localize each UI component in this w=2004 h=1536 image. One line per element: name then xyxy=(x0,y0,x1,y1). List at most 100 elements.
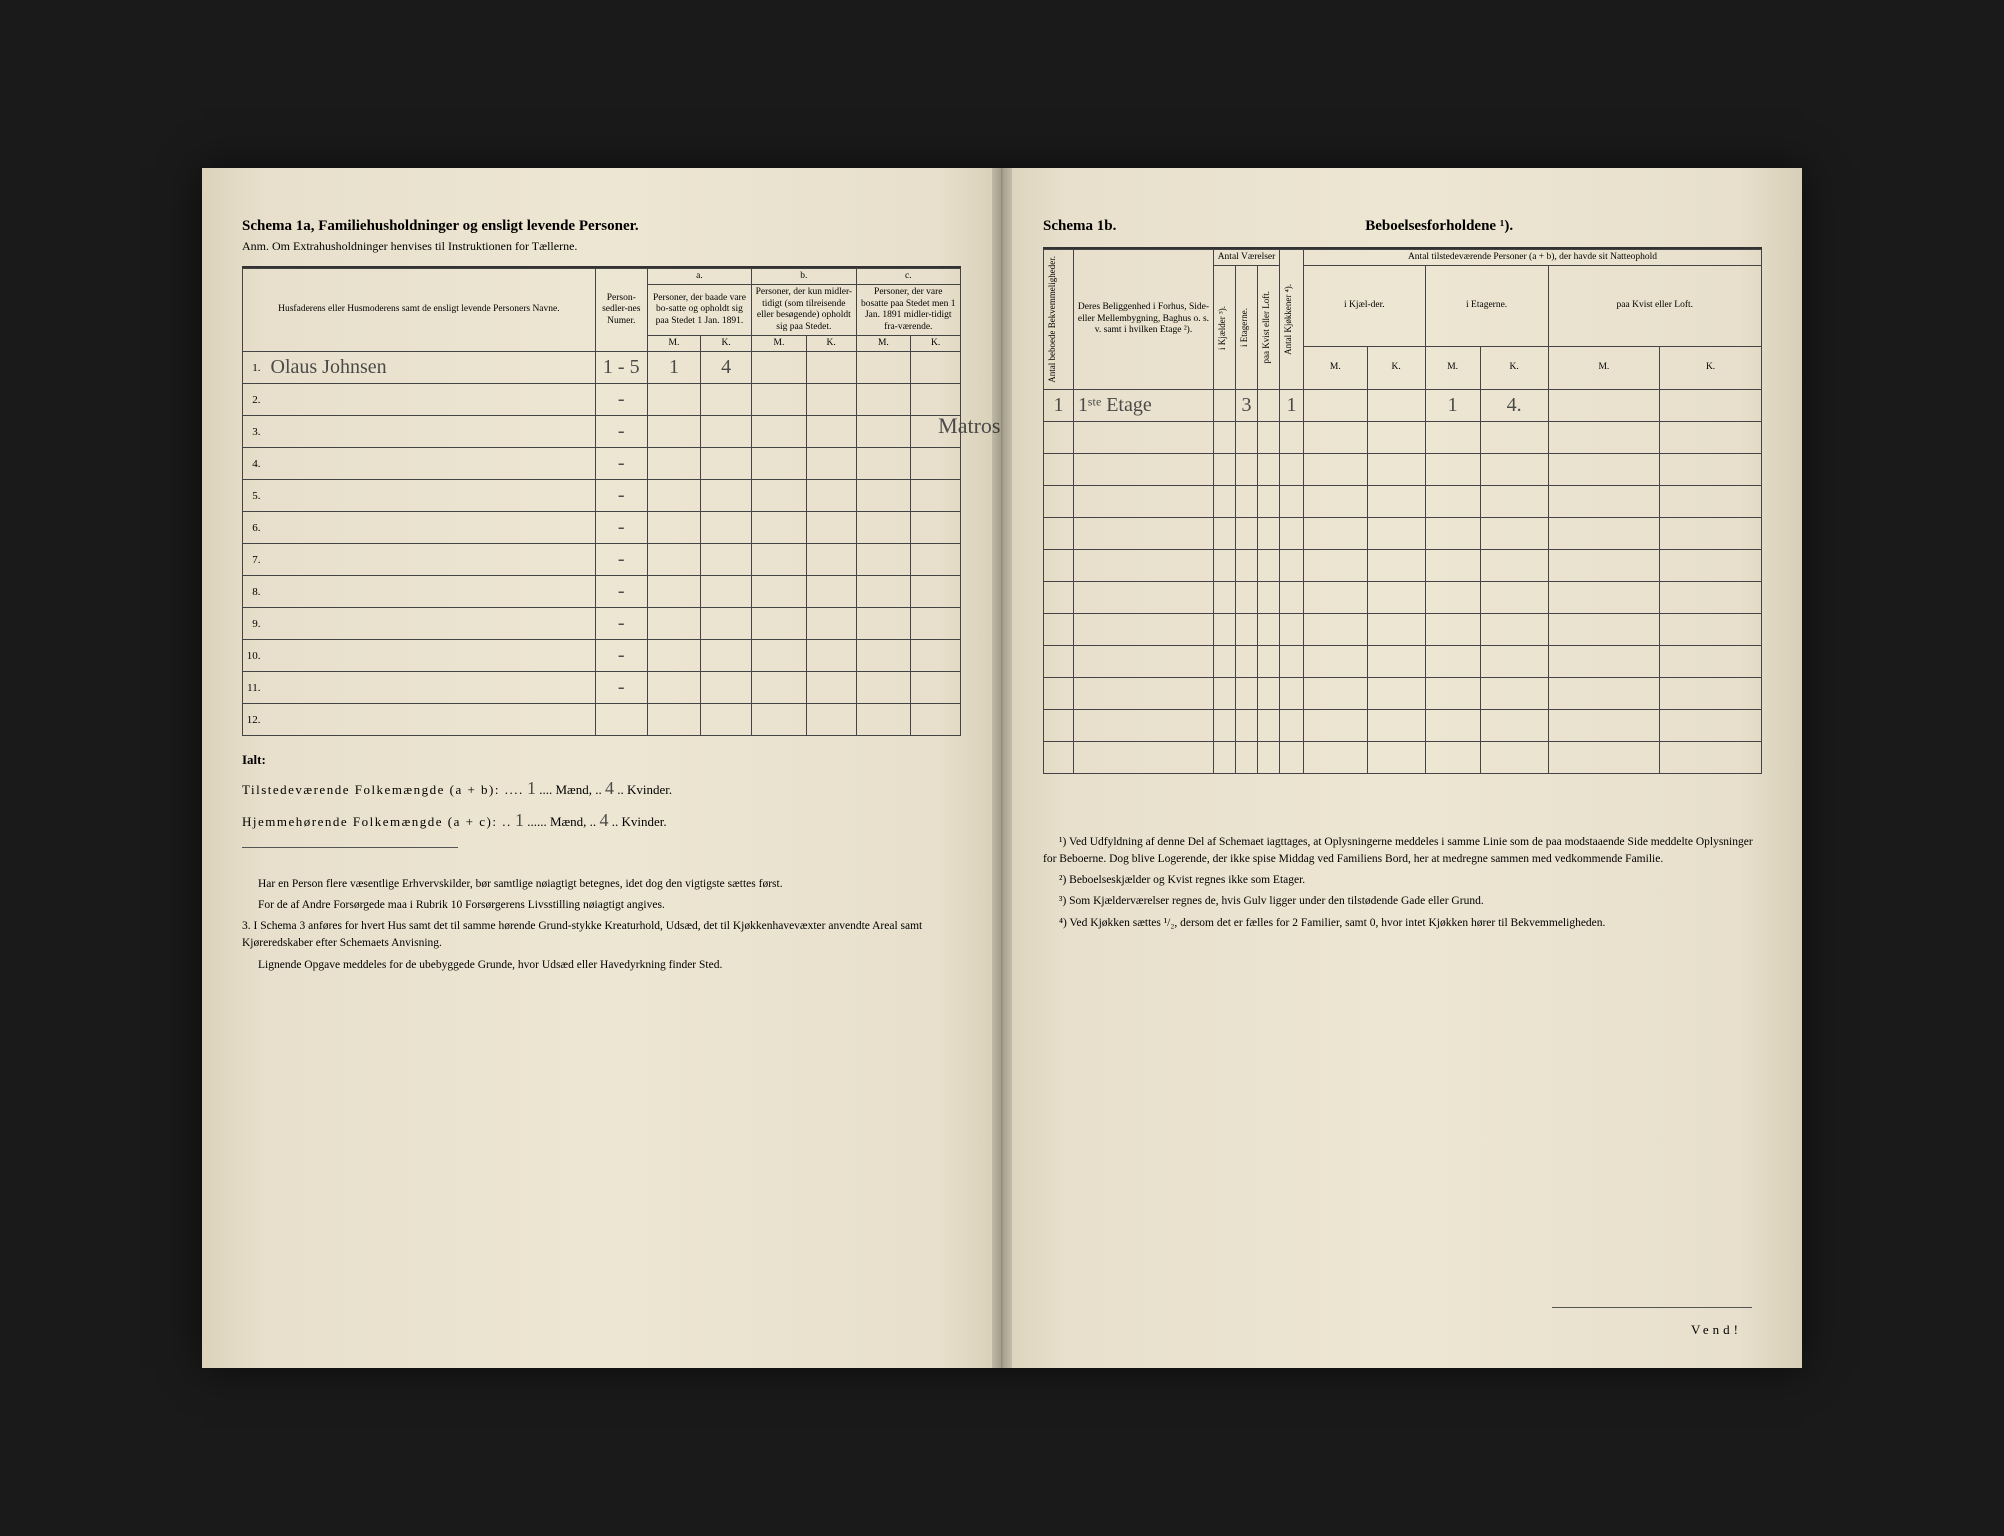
cell-b-k xyxy=(806,352,856,384)
cell-v1 xyxy=(1214,389,1236,421)
cell-beligg: 1ˢᵗᵉ Etage xyxy=(1074,389,1214,421)
cell-a-m xyxy=(647,384,700,416)
cell-b-k xyxy=(806,640,856,672)
right-footnotes: ¹) Ved Udfyldning af denne Del af Schema… xyxy=(1043,834,1762,932)
header-bekvem: Antal beboede Bekvemmeligheder. xyxy=(1047,252,1059,387)
cell-kj xyxy=(1280,645,1304,677)
cell-v1 xyxy=(1214,677,1236,709)
cell-n3k xyxy=(1660,613,1762,645)
table-row: 4.- xyxy=(243,448,961,480)
cell-v3 xyxy=(1258,421,1280,453)
cell-n1m xyxy=(1304,485,1368,517)
cell-a-m xyxy=(647,640,700,672)
row-number: 12. xyxy=(243,704,267,736)
cell-a-k xyxy=(701,576,752,608)
cell-b-m xyxy=(752,416,807,448)
header-n-etager: i Etagerne. xyxy=(1425,266,1548,347)
cell-n2k xyxy=(1480,517,1548,549)
table-row xyxy=(1044,613,1762,645)
cell-kj: 1 xyxy=(1280,389,1304,421)
table-row: 3.- xyxy=(243,416,961,448)
header-n1-k: K. xyxy=(1367,346,1425,389)
cell-beligg xyxy=(1074,549,1214,581)
row-number: 10. xyxy=(243,640,267,672)
cell-n1m xyxy=(1304,389,1368,421)
header-a-m: M. xyxy=(647,335,700,351)
cell-bekvem xyxy=(1044,645,1074,677)
footnote-p3-num: 3. xyxy=(242,920,251,932)
cell-n2k xyxy=(1480,613,1548,645)
table-row: 5.- xyxy=(243,480,961,512)
cell-v3 xyxy=(1258,549,1280,581)
cell-c-m xyxy=(856,576,911,608)
vend-label: Vend! xyxy=(1691,1322,1742,1338)
tilstede-m-value: 1 xyxy=(527,778,536,798)
header-name: Husfaderens eller Husmoderens samt de en… xyxy=(243,269,596,352)
footnote-p2: For de af Andre Forsørgede maa i Rubrik … xyxy=(242,897,961,914)
cell-n2m xyxy=(1425,517,1480,549)
cell-v3 xyxy=(1258,741,1280,773)
cell-v1 xyxy=(1214,709,1236,741)
cell-v2 xyxy=(1236,549,1258,581)
cell-n1k xyxy=(1367,389,1425,421)
cell-n3m xyxy=(1548,709,1660,741)
cell-n2k xyxy=(1480,549,1548,581)
cell-name xyxy=(267,544,596,576)
cell-b-k xyxy=(806,544,856,576)
cell-v2 xyxy=(1236,453,1258,485)
cell-n1m xyxy=(1304,613,1368,645)
cell-n1k xyxy=(1367,613,1425,645)
cell-numer: - xyxy=(595,640,647,672)
footnote-p1: Har en Person flere væsentlige Erhvervsk… xyxy=(242,876,961,893)
cell-beligg xyxy=(1074,645,1214,677)
cell-name xyxy=(267,448,596,480)
cell-c-k xyxy=(911,672,961,704)
cell-b-m xyxy=(752,672,807,704)
cell-n1m xyxy=(1304,549,1368,581)
cell-v3 xyxy=(1258,677,1280,709)
header-n3-m: M. xyxy=(1548,346,1660,389)
header-n2-k: K. xyxy=(1480,346,1548,389)
cell-v1 xyxy=(1214,485,1236,517)
cell-bekvem xyxy=(1044,517,1074,549)
header-v-kjelder: i Kjælder ³). xyxy=(1217,302,1229,354)
header-c-k: K. xyxy=(911,335,961,351)
cell-n3m xyxy=(1548,485,1660,517)
cell-c-k xyxy=(911,352,961,384)
cell-n3m xyxy=(1548,581,1660,613)
cell-a-k xyxy=(701,448,752,480)
cell-b-m xyxy=(752,608,807,640)
footnote-3: ³) Som Kjælderværelser regnes de, hvis G… xyxy=(1043,893,1762,910)
cell-c-k xyxy=(911,640,961,672)
row-number: 11. xyxy=(243,672,267,704)
cell-kj xyxy=(1280,613,1304,645)
cell-numer: - xyxy=(595,544,647,576)
cell-bekvem: 1 xyxy=(1044,389,1074,421)
footnote-p4: Lignende Opgave meddeles for de ubebygge… xyxy=(242,957,961,974)
table-row xyxy=(1044,517,1762,549)
cell-n3k xyxy=(1660,709,1762,741)
cell-name: Olaus Johnsen xyxy=(267,352,596,384)
cell-n3m xyxy=(1548,613,1660,645)
cell-c-k xyxy=(911,480,961,512)
table-row xyxy=(1044,581,1762,613)
cell-beligg xyxy=(1074,613,1214,645)
cell-v2 xyxy=(1236,645,1258,677)
cell-name xyxy=(267,704,596,736)
cell-v3 xyxy=(1258,485,1280,517)
footnote-2: ²) Beboelseskjælder og Kvist regnes ikke… xyxy=(1043,872,1762,889)
cell-beligg xyxy=(1074,709,1214,741)
row-number: 4. xyxy=(243,448,267,480)
cell-n3m xyxy=(1548,549,1660,581)
header-b-k: K. xyxy=(806,335,856,351)
cell-n2k xyxy=(1480,485,1548,517)
cell-a-m xyxy=(647,544,700,576)
cell-n1m xyxy=(1304,453,1368,485)
cell-c-k xyxy=(911,384,961,416)
schema-1b-title: Schema 1b. xyxy=(1043,218,1116,235)
cell-v2: 3 xyxy=(1236,389,1258,421)
cell-bekvem xyxy=(1044,741,1074,773)
tilstede-end: .. Kvinder. xyxy=(617,782,672,797)
footnote-4: ⁴) Ved Kjøkken sættes ¹/₂, dersom det er… xyxy=(1043,915,1762,932)
cell-n1k xyxy=(1367,709,1425,741)
